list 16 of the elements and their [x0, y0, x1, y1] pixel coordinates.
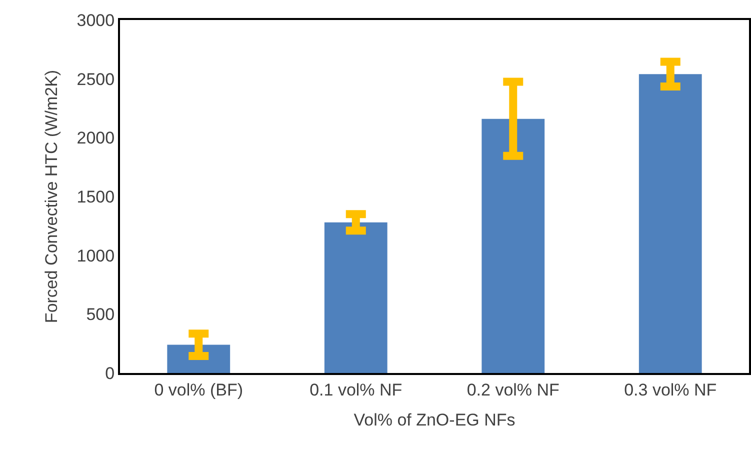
bar	[324, 222, 388, 373]
x-tick-label: 0.1 vol% NF	[310, 380, 402, 400]
y-tick-label: 0	[105, 364, 115, 383]
y-tick-label: 1000	[76, 246, 115, 266]
bar	[638, 74, 702, 373]
y-axis-title: Forced Convective HTC (W/m2K)	[42, 70, 61, 324]
x-axis-title: Vol% of ZnO-EG NFs	[354, 410, 516, 430]
x-tick-label: 0.2 vol% NF	[466, 380, 560, 400]
y-tick-label: 3000	[76, 10, 115, 30]
x-tick-label: 0 vol% (BF)	[154, 380, 244, 400]
y-tick-label: 1500	[76, 187, 115, 206]
x-tick-label: 0.3 vol% NF	[624, 380, 717, 400]
y-tick-label: 2000	[76, 128, 115, 148]
y-tick-label: 2500	[76, 70, 115, 89]
bar	[482, 118, 545, 373]
y-tick-label: 500	[86, 305, 115, 324]
